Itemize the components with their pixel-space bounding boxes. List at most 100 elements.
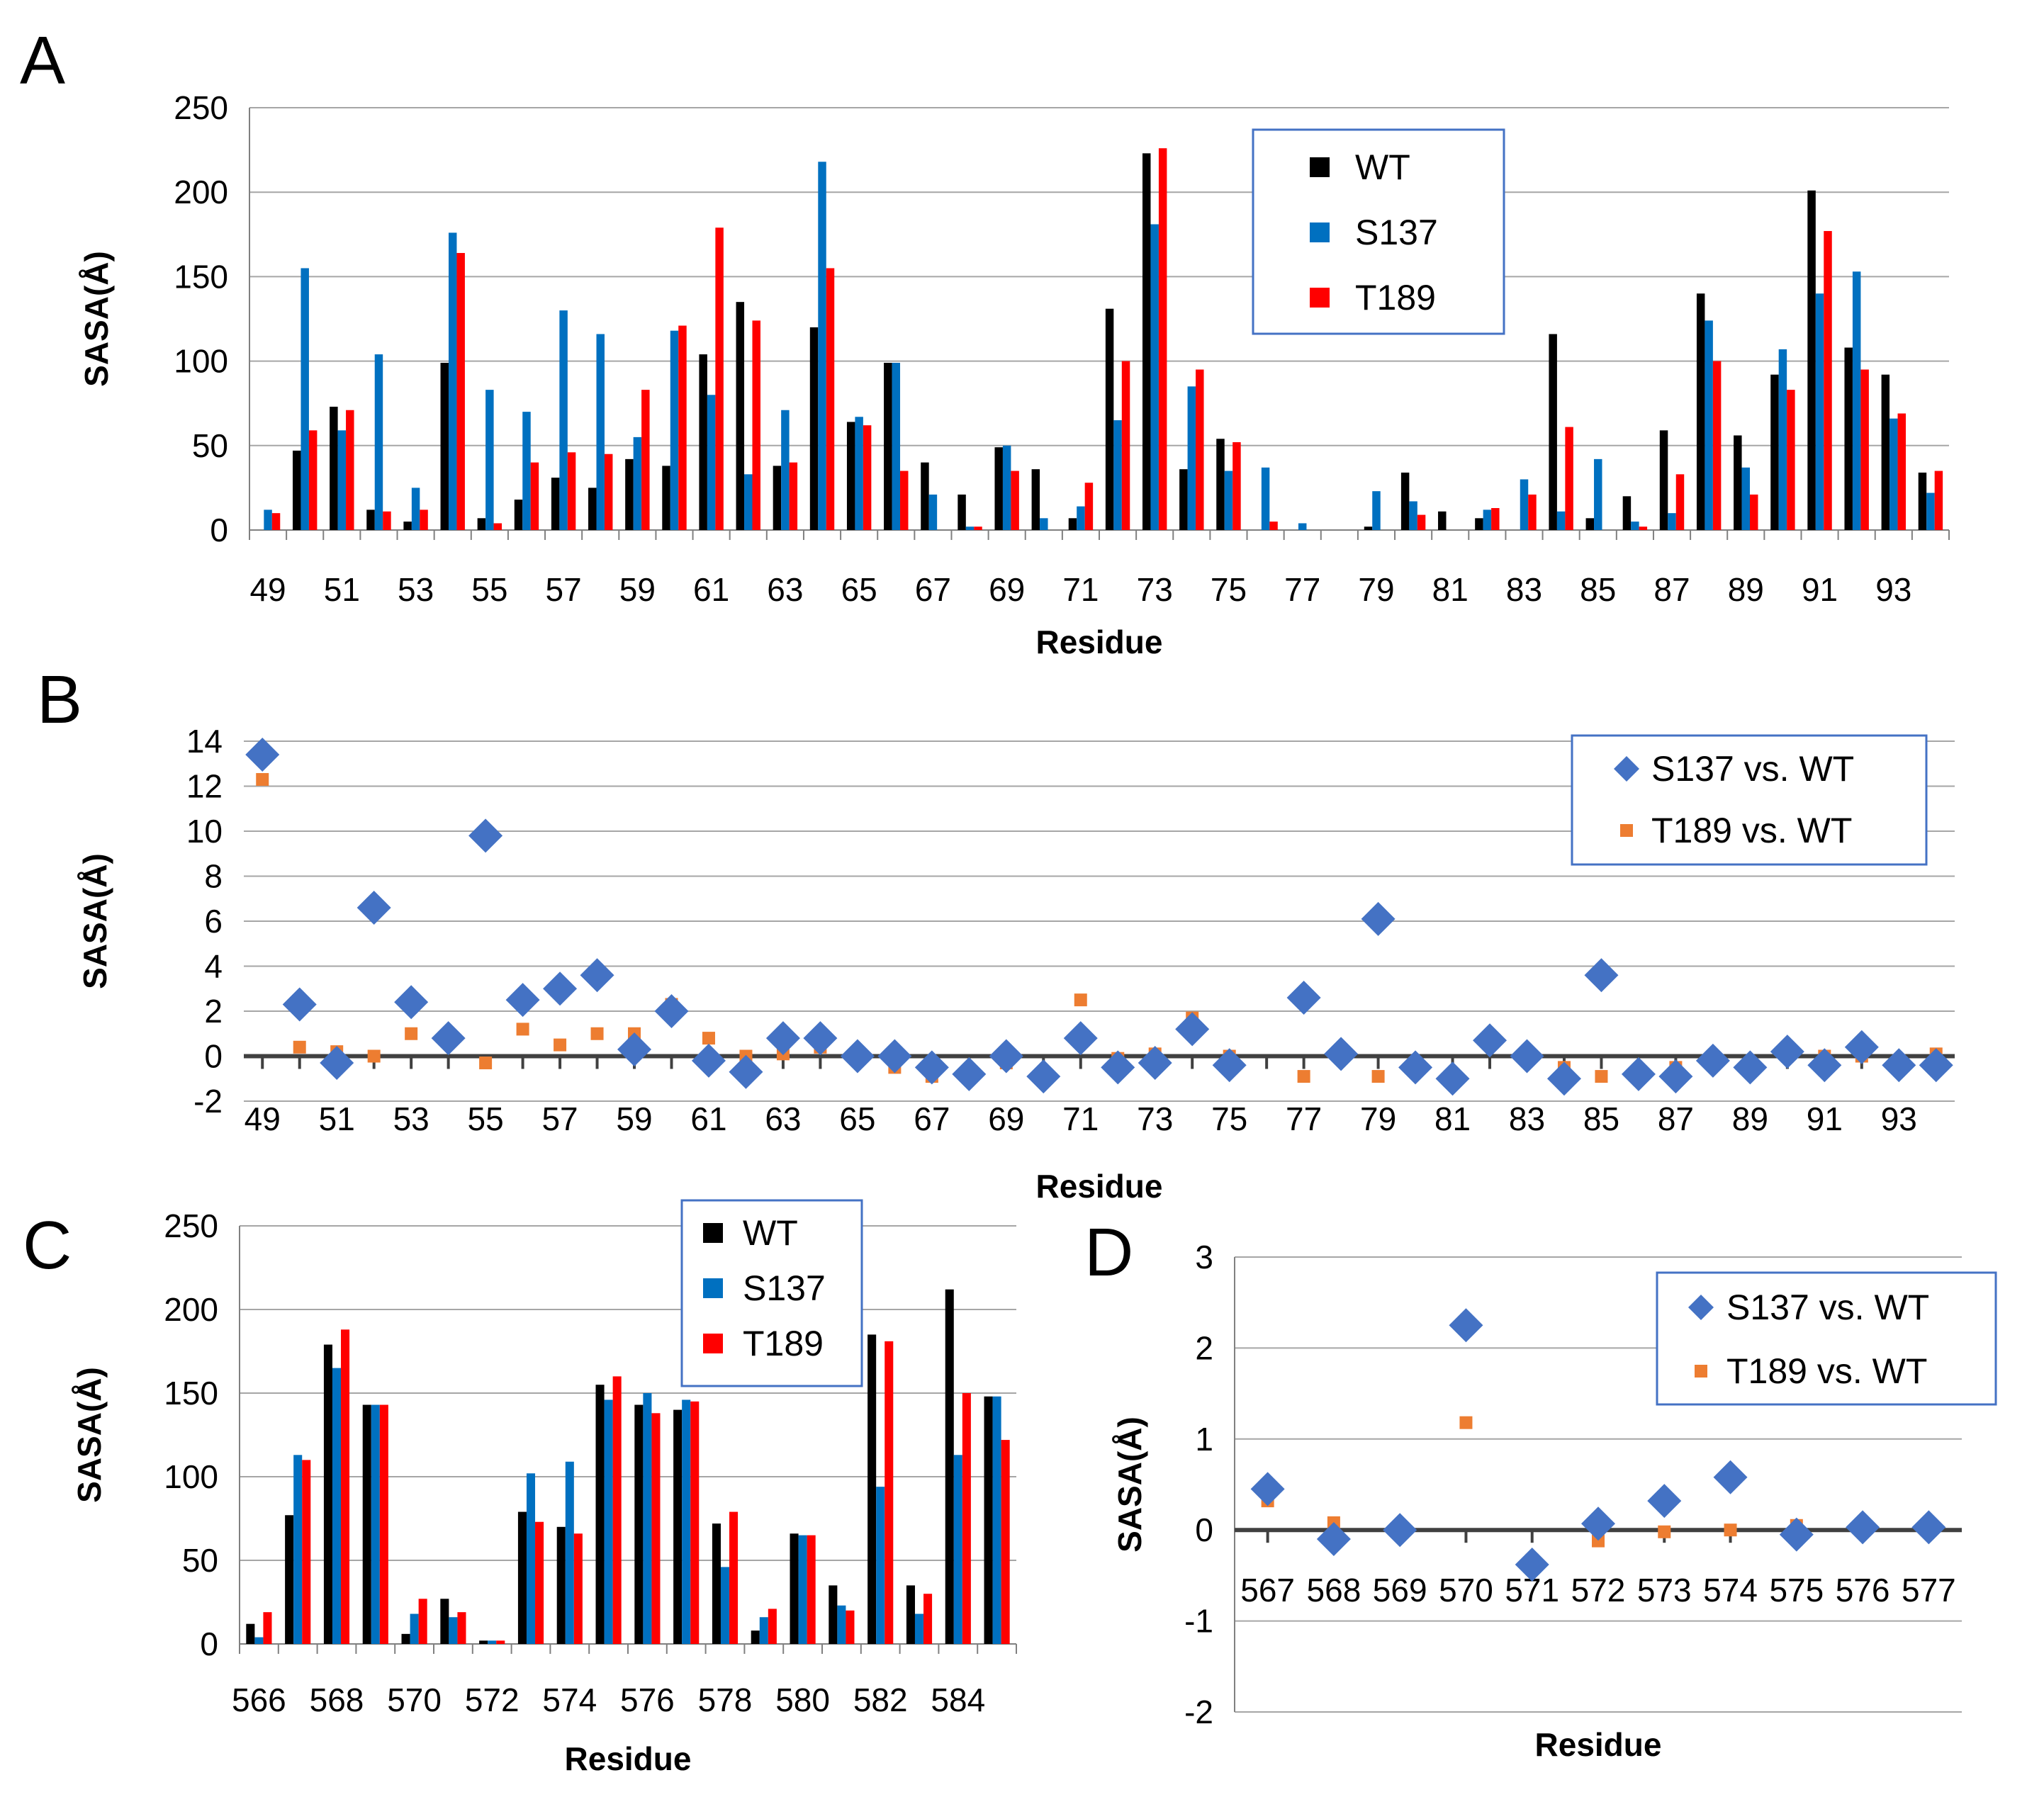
bar-wt xyxy=(1105,308,1114,530)
y-tick-label: 250 xyxy=(174,89,228,126)
point-t189-vs-wt xyxy=(516,1023,529,1036)
bar-t189 xyxy=(1121,361,1130,530)
bar-s137 xyxy=(301,268,309,530)
bar-t189 xyxy=(1417,514,1426,530)
point-s137-vs-wt xyxy=(691,1043,726,1078)
bar-wt xyxy=(921,462,929,530)
bar-t189 xyxy=(752,320,760,530)
point-s137-vs-wt xyxy=(1361,901,1396,936)
bar-s137 xyxy=(1261,467,1270,530)
x-tick-label: 89 xyxy=(1732,1100,1768,1137)
y-tick-label: 50 xyxy=(192,427,228,464)
bar-wt xyxy=(1622,496,1632,530)
bar-t189 xyxy=(346,410,354,530)
y-tick-label: 1 xyxy=(1195,1421,1213,1458)
point-s137-vs-wt xyxy=(1546,1061,1581,1096)
x-tick-label: 572 xyxy=(1571,1572,1626,1609)
bar-wt xyxy=(595,1385,605,1644)
bar-wt xyxy=(699,354,707,530)
bar-t189 xyxy=(604,454,613,530)
bar-s137 xyxy=(254,1637,264,1644)
point-s137-vs-wt xyxy=(394,985,429,1020)
bar-s137 xyxy=(488,1640,497,1644)
bar-wt xyxy=(1659,430,1668,530)
x-tick-label: 59 xyxy=(619,571,656,608)
bar-t189 xyxy=(1787,390,1795,530)
point-t189-vs-wt xyxy=(1297,1070,1310,1083)
bar-wt xyxy=(292,450,301,530)
bar-wt xyxy=(1438,511,1447,530)
bar-t189 xyxy=(493,523,502,530)
point-t189-vs-wt xyxy=(702,1032,715,1045)
x-tick-label: 575 xyxy=(1769,1572,1824,1609)
bar-s137 xyxy=(293,1455,303,1644)
x-tick-label: 570 xyxy=(387,1681,442,1718)
bar-t189 xyxy=(456,253,465,530)
legend-swatch xyxy=(1620,824,1633,837)
x-axis-title: Residue xyxy=(1036,624,1163,660)
legend-swatch xyxy=(1688,1295,1714,1320)
bar-s137 xyxy=(876,1487,885,1644)
bar-s137 xyxy=(953,1455,962,1644)
y-axis-title: SASA(Å) xyxy=(78,251,115,387)
legend-label: T189 xyxy=(1355,278,1436,317)
chart-b: -2 0 2 4 6 8 10 12 14 49 51 53 55 57 59 61 63 65 67 69 71 73 7… xyxy=(77,723,1955,1205)
x-tick-label: 79 xyxy=(1358,571,1394,608)
bar-t189 xyxy=(715,227,724,530)
y-tick-label: 200 xyxy=(164,1291,218,1328)
bar-wt xyxy=(401,1633,410,1644)
bar-wt xyxy=(1364,526,1373,530)
point-s137-vs-wt xyxy=(1647,1484,1682,1519)
point-s137-vs-wt xyxy=(580,958,614,993)
bar-s137 xyxy=(744,474,753,530)
bar-wt xyxy=(1918,472,1927,530)
bar-s137 xyxy=(633,436,642,530)
point-s137-vs-wt xyxy=(282,987,317,1022)
point-t189-vs-wt xyxy=(1658,1525,1671,1538)
bar-s137 xyxy=(1040,518,1048,530)
bar-wt xyxy=(517,1511,527,1644)
bar-wt xyxy=(773,466,782,530)
bar-t189 xyxy=(573,1533,583,1644)
bar-s137 xyxy=(1483,509,1492,530)
point-s137-vs-wt xyxy=(1695,1043,1730,1078)
bar-t189 xyxy=(974,526,982,530)
x-tick-label: 73 xyxy=(1137,571,1173,608)
bar-wt xyxy=(1770,374,1779,530)
bar-t189 xyxy=(308,430,318,530)
bar-t189 xyxy=(651,1413,661,1644)
legend-swatch xyxy=(1310,222,1330,242)
bar-s137 xyxy=(448,232,457,530)
bar-wt xyxy=(945,1289,954,1644)
legend-swatch xyxy=(1695,1365,1707,1378)
legend-label: T189 vs. WT xyxy=(1726,1351,1927,1391)
x-tick-label: 578 xyxy=(698,1681,753,1718)
bar-wt xyxy=(323,1344,332,1644)
x-tick-label: 93 xyxy=(1881,1100,1917,1137)
bar-t189 xyxy=(379,1404,388,1644)
bar-s137 xyxy=(1926,492,1935,530)
bar-wt xyxy=(403,522,412,530)
bar-s137 xyxy=(371,1404,380,1644)
point-s137-vs-wt xyxy=(1621,1057,1656,1091)
x-axis-title: Residue xyxy=(565,1740,692,1777)
bar-wt xyxy=(846,422,855,530)
bar-s137 xyxy=(1889,418,1898,530)
x-tick-label: 73 xyxy=(1137,1100,1173,1137)
x-axis-title: Residue xyxy=(1036,1168,1163,1205)
point-s137-vs-wt xyxy=(1713,1460,1748,1494)
y-tick-label: 0 xyxy=(204,1038,223,1075)
point-s137-vs-wt xyxy=(877,1039,912,1074)
bar-wt xyxy=(1142,153,1151,531)
y-axis-title: SASA(Å) xyxy=(1111,1416,1148,1553)
legend-label: T189 xyxy=(743,1324,824,1363)
bar-s137 xyxy=(1556,511,1566,530)
bar-s137 xyxy=(1668,513,1676,530)
point-s137-vs-wt xyxy=(1807,1048,1842,1083)
x-tick-label: 61 xyxy=(693,571,729,608)
y-tick-label: 0 xyxy=(1195,1511,1213,1548)
y-tick-label: 150 xyxy=(164,1375,218,1412)
legend-box xyxy=(1252,128,1505,335)
bar-t189 xyxy=(768,1609,777,1644)
bar-s137 xyxy=(1113,420,1122,530)
